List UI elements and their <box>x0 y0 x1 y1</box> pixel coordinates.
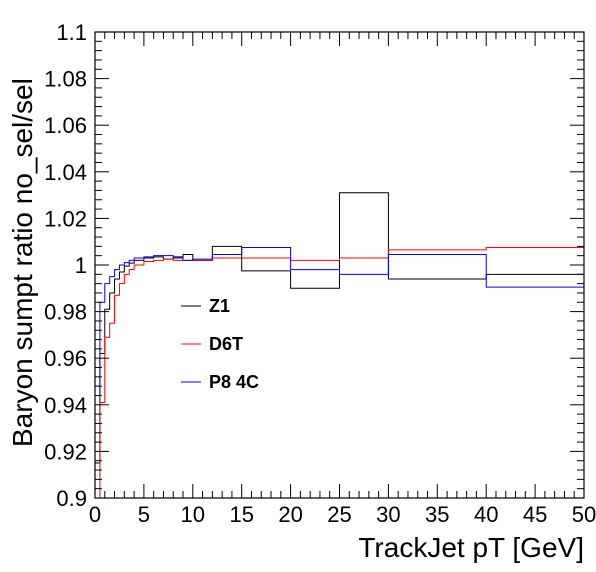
y-tick-label: 0.9 <box>56 486 87 511</box>
x-tick-label: 20 <box>278 502 302 527</box>
axis-ticks-group <box>94 31 585 499</box>
y-tick-label: 1.02 <box>44 206 87 231</box>
x-axis-title: TrackJet pT [GeV] <box>358 532 584 563</box>
y-tick-label: 0.98 <box>44 300 87 325</box>
x-tick-label: 50 <box>572 502 596 527</box>
y-tick-label: 1.06 <box>44 113 87 138</box>
x-tick-label: 25 <box>327 502 351 527</box>
x-tick-label: 35 <box>425 502 449 527</box>
series-line-d6t <box>95 247 584 499</box>
histogram-series-group <box>94 192 584 499</box>
x-tick-label: 5 <box>138 502 150 527</box>
series-line-p8-4c <box>94 247 584 498</box>
legend-entry: D6T <box>209 334 243 354</box>
x-tick-label: 30 <box>376 502 400 527</box>
x-tick-label: 10 <box>181 502 205 527</box>
y-tick-label: 1.04 <box>44 160 87 185</box>
tick-labels-group: 0 5 10 15 20 25 30 35 40 45 50 0.9 0.92 0.94 0.96 0.98 1… <box>44 20 596 527</box>
y-tick-label: 0.96 <box>44 346 87 371</box>
y-tick-label: 0.94 <box>44 393 87 418</box>
y-tick-label: 1.1 <box>56 20 87 45</box>
x-tick-label: 15 <box>229 502 253 527</box>
legend: Z1 D6T P8 4C <box>181 296 259 392</box>
legend-entry: Z1 <box>209 296 230 316</box>
x-tick-label: 45 <box>523 502 547 527</box>
y-tick-label: 1 <box>75 253 87 278</box>
legend-entry: P8 4C <box>209 372 259 392</box>
y-axis-title: Baryon sumpt ratio no_sel/sel <box>7 78 38 447</box>
y-tick-label: 0.92 <box>44 439 87 464</box>
y-tick-label: 1.08 <box>44 67 87 92</box>
x-tick-label: 0 <box>89 502 101 527</box>
x-tick-label: 40 <box>474 502 498 527</box>
